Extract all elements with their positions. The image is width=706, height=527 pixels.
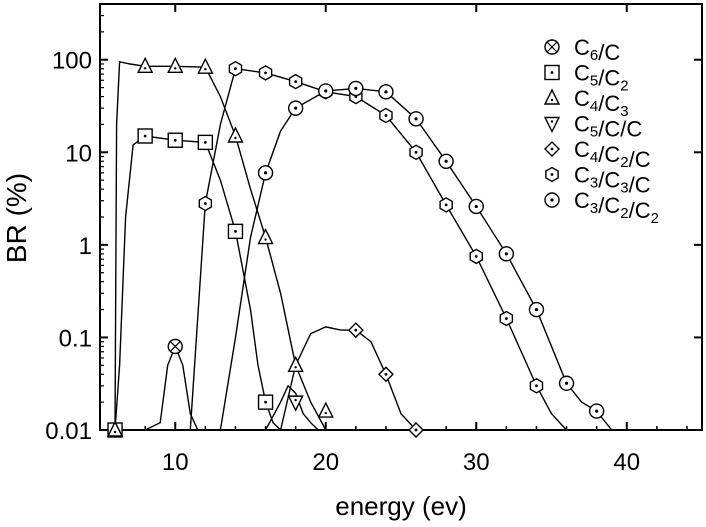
data-point-2: [197, 57, 214, 74]
legend-marker-6: [544, 192, 560, 208]
legend: C6/CC5/C2C4/C3C5/C/CC4/C2/CC3/C3/CC3/C2/…: [543, 35, 659, 227]
data-point-2: [317, 401, 334, 418]
data-point-5: [409, 144, 423, 161]
data-point-6: [438, 153, 454, 169]
legend-label-6: C3/C2/C2: [574, 188, 659, 227]
data-point-2: [167, 56, 184, 73]
series-line-1: [114, 135, 282, 431]
data-point-3: [287, 395, 304, 412]
data-point-6: [528, 301, 545, 318]
y-tick-label: 0.1: [59, 325, 92, 352]
legend-marker-2: [543, 88, 561, 105]
y-axis: 100 10 1 0.1 0.01: [45, 3, 702, 445]
data-point-6: [558, 375, 575, 391]
data-point-5: [288, 73, 303, 90]
data-point-6: [588, 403, 605, 419]
legend-marker-5: [545, 166, 559, 183]
data-point-6: [348, 80, 364, 97]
data-point-6: [378, 84, 394, 100]
data-point-5: [529, 377, 544, 394]
data-point-4: [377, 366, 394, 383]
x-axis-label: energy (ev): [335, 491, 467, 521]
legend-marker-3: [543, 116, 561, 134]
y-tick-label: 0.01: [45, 418, 92, 445]
data-point-2: [287, 355, 304, 372]
legend-label-0: C6/C: [574, 35, 620, 65]
series-line-0: [144, 344, 597, 431]
data-point-5: [469, 248, 483, 265]
data-point-1: [227, 223, 244, 240]
data-point-5: [379, 107, 393, 124]
data-point-1: [137, 128, 153, 144]
data-point-2: [106, 420, 124, 437]
data-point-5: [228, 60, 243, 77]
legend-label-5: C3/C3/C: [574, 163, 651, 198]
x-axis: 10 20 30 40: [114, 4, 688, 476]
data-point-5: [499, 310, 514, 327]
data-point-6: [287, 100, 304, 116]
data-point-6: [318, 83, 334, 99]
legend-label-1: C5/C2: [574, 61, 629, 95]
legend-marker-4: [544, 141, 560, 157]
data-point-1: [167, 132, 183, 148]
data-point-2: [257, 227, 274, 245]
y-tick-label: 100: [52, 48, 92, 75]
series-markers: [106, 56, 605, 438]
data-point-5: [198, 195, 213, 212]
data-point-6: [257, 165, 274, 181]
x-tick-label: 20: [312, 449, 339, 476]
x-tick-label: 30: [463, 449, 490, 476]
data-point-6: [468, 198, 484, 215]
y-axis-label: BR (%): [1, 173, 32, 263]
legend-marker-0: [544, 39, 560, 55]
data-point-2: [137, 56, 154, 73]
data-point-2: [227, 126, 244, 143]
series-line-3: [264, 384, 319, 431]
legend-marker-1: [544, 64, 560, 81]
data-point-5: [439, 197, 453, 213]
series-lines: [114, 60, 613, 431]
series-line-6: [219, 87, 613, 431]
data-point-1: [257, 394, 274, 410]
legend-label-2: C4/C3: [574, 86, 629, 120]
data-point-5: [258, 65, 273, 81]
data-point-6: [408, 111, 424, 127]
x-tick-label: 10: [162, 449, 189, 476]
y-tick-label: 10: [65, 140, 92, 167]
data-point-1: [197, 134, 214, 151]
x-tick-label: 40: [613, 449, 640, 476]
data-point-4: [408, 422, 425, 438]
legend-label-4: C4/C2/C: [574, 137, 651, 172]
series-line-5: [189, 67, 568, 431]
series-line-2: [114, 60, 327, 431]
legend-label-3: C5/C/C: [574, 112, 642, 142]
y-tick-label: 1: [79, 233, 92, 260]
data-point-6: [498, 246, 515, 262]
data-point-0: [167, 338, 183, 355]
data-point-4: [347, 322, 364, 339]
